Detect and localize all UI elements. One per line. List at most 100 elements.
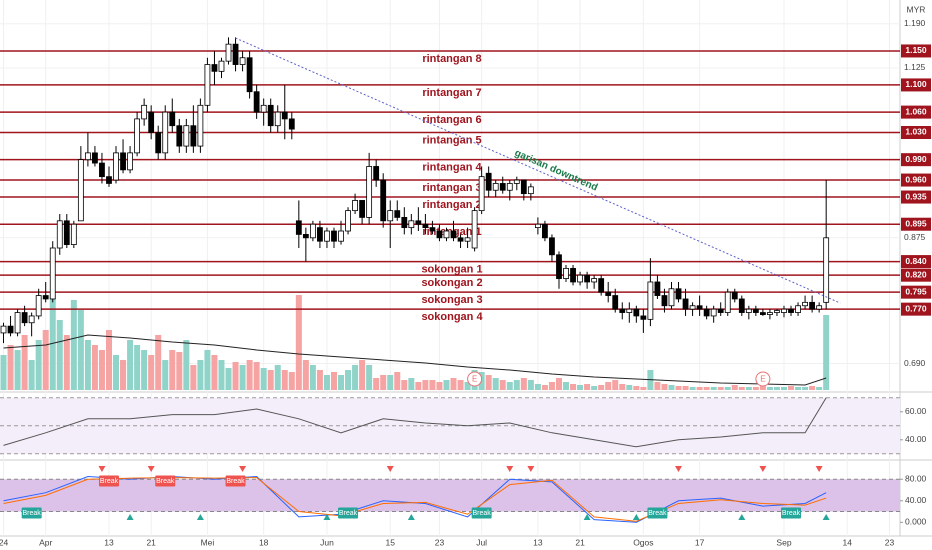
break-label: Break — [472, 510, 491, 517]
signal-triangle — [822, 514, 830, 520]
currency-label: MYR — [907, 4, 926, 14]
volume-bar — [295, 295, 302, 390]
candle-body — [471, 210, 478, 249]
level-price-box — [901, 125, 931, 139]
y-tick-label: 0.000 — [905, 517, 927, 527]
candle-body — [84, 152, 91, 161]
volume-bar — [408, 378, 415, 390]
candle-body — [788, 308, 794, 313]
y-tick-label: 60.00 — [905, 406, 927, 416]
volume-bar — [211, 355, 218, 390]
volume-bar — [14, 350, 21, 390]
candle-body — [626, 308, 633, 313]
volume-bar — [7, 345, 14, 390]
signal-triangle — [527, 466, 535, 472]
volume-bar — [534, 384, 541, 390]
candle-body — [464, 237, 471, 242]
x-tick-label: 15 — [386, 537, 396, 547]
level-price-label: 1.030 — [905, 127, 927, 137]
volume-bar — [162, 360, 169, 390]
signal-triangle — [323, 514, 331, 520]
volume-bar — [689, 387, 696, 390]
candle-body — [745, 308, 752, 313]
candle-body — [317, 227, 323, 242]
candle-body — [661, 295, 668, 307]
volume-bar — [197, 360, 204, 390]
candle-body — [605, 291, 612, 296]
volume-bar — [56, 320, 63, 390]
candle-body — [7, 325, 14, 334]
level-price-box — [901, 190, 931, 204]
volume-bar — [380, 375, 387, 390]
candle-body — [802, 301, 808, 307]
signal-triangle — [98, 466, 106, 472]
break-label: Break — [156, 478, 175, 485]
volume-bar — [28, 360, 35, 390]
volume-bar — [267, 370, 274, 390]
candle-body — [682, 298, 689, 310]
x-tick-label: 23 — [435, 537, 445, 547]
volume-bar — [239, 365, 246, 390]
volume-bar — [492, 378, 499, 390]
candle-body — [816, 305, 823, 310]
signal-triangle — [675, 466, 683, 472]
candle-body — [549, 237, 555, 256]
signal-triangle — [506, 466, 514, 472]
candle-body — [211, 64, 218, 72]
volume-bar — [457, 380, 464, 390]
volume-bar — [77, 310, 84, 390]
break-box — [647, 507, 668, 519]
volume-bar — [415, 382, 422, 390]
candle-body — [591, 278, 598, 283]
volume-bar — [232, 362, 239, 390]
level-price-label: 1.100 — [905, 79, 927, 89]
candle-body — [106, 176, 112, 184]
candle-body — [331, 230, 337, 242]
candle-body — [443, 230, 450, 239]
level-price-box — [901, 268, 931, 282]
candle-body — [35, 295, 42, 317]
signal-triangle — [386, 466, 394, 472]
candle-body — [155, 132, 162, 154]
y-tick-label: 40.00 — [905, 434, 927, 444]
level-price-box — [901, 153, 931, 167]
break-label: Break — [339, 510, 358, 517]
level-name: rintangan 4 — [422, 162, 482, 174]
x-tick-label: 24 — [0, 537, 9, 547]
level-price-box — [901, 44, 931, 58]
signal-triangle — [126, 514, 134, 520]
candle-body — [689, 305, 696, 310]
level-price-label: 0.990 — [905, 154, 927, 164]
candle-body — [141, 104, 148, 120]
volume-bar — [619, 384, 626, 390]
candle-body — [598, 278, 605, 293]
event-marker — [467, 371, 483, 387]
candle-body — [619, 308, 626, 313]
x-tick-label: 18 — [259, 537, 269, 547]
candle-body — [260, 104, 267, 113]
volume-bar — [802, 387, 809, 390]
candle-body — [99, 162, 105, 178]
candle-body — [183, 125, 190, 147]
volume-bar — [316, 370, 323, 390]
candle-body — [253, 91, 260, 113]
candle-body — [731, 291, 738, 300]
break-box — [471, 507, 492, 519]
candle-body — [28, 315, 35, 324]
level-name: sokongan 3 — [421, 294, 482, 306]
candle-body — [485, 172, 492, 191]
candle-body — [492, 183, 499, 191]
candle-body — [380, 179, 387, 222]
candle-body — [696, 305, 703, 310]
volume-bar — [724, 387, 731, 390]
volume-bar — [141, 350, 148, 390]
candle-body — [499, 183, 506, 191]
volume-bar — [548, 382, 555, 390]
x-tick-label: 21 — [575, 537, 585, 547]
candle-body — [415, 220, 422, 225]
volume-bar — [703, 387, 710, 390]
volume-bar — [485, 375, 492, 390]
candle-body — [246, 57, 253, 93]
candle-body — [239, 57, 246, 65]
